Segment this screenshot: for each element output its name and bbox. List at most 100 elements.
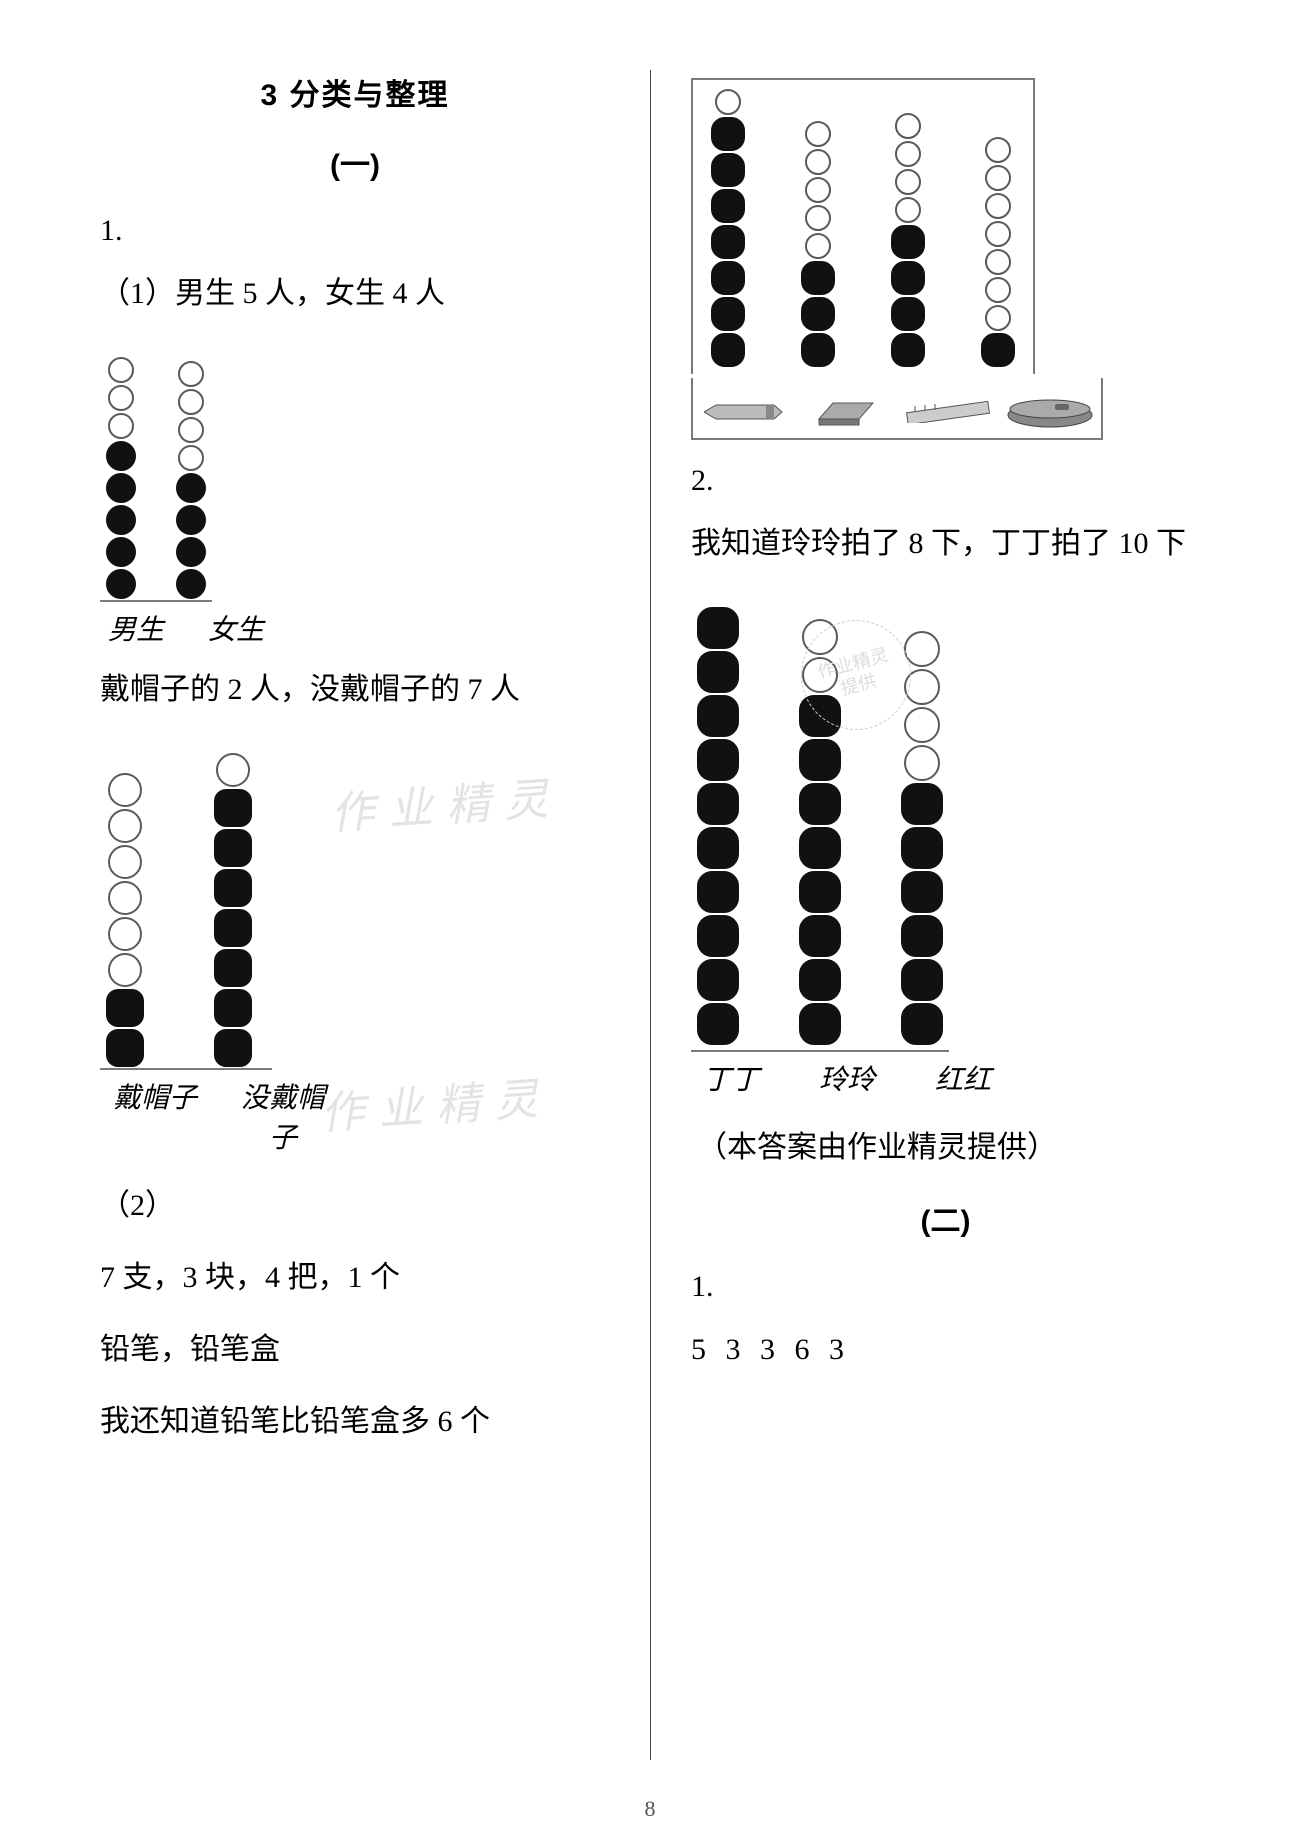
bead (108, 357, 134, 383)
bead (711, 333, 745, 367)
bead (715, 89, 741, 115)
bead (697, 1003, 739, 1045)
bead (711, 297, 745, 331)
bead (901, 827, 943, 869)
know-line: 我知道玲玲拍了 8 下，丁丁拍了 10 下 (691, 520, 1200, 568)
bead (216, 753, 250, 787)
bead (697, 783, 739, 825)
bead (108, 385, 134, 411)
bead (799, 959, 841, 1001)
bead (214, 909, 252, 947)
bead (178, 361, 204, 387)
bead (799, 739, 841, 781)
bead (106, 505, 136, 535)
bead (214, 829, 252, 867)
bead (904, 707, 940, 743)
section-title: 3 分类与整理 (100, 70, 610, 114)
bead (805, 177, 831, 203)
q1-number: 1. (100, 214, 610, 248)
bead (801, 261, 835, 295)
bead (214, 989, 252, 1027)
watermark: 作业精灵 (328, 762, 564, 842)
chart-label: 丁丁 (701, 1058, 761, 1098)
bead (176, 569, 206, 599)
bead (697, 607, 739, 649)
bead (106, 1029, 144, 1067)
q1-1-text: （1）男生 5 人，女生 4 人 (100, 270, 610, 318)
bead (697, 959, 739, 1001)
bead (901, 783, 943, 825)
q1-2-label: （2） (100, 1182, 610, 1230)
bead (106, 441, 136, 471)
bead (178, 417, 204, 443)
bead (981, 333, 1015, 367)
bead (106, 989, 144, 1027)
bead (801, 297, 835, 331)
q2-number: 2. (691, 464, 1200, 498)
bead (697, 915, 739, 957)
chart-supplies (691, 70, 1103, 440)
bead (901, 915, 943, 957)
bead (985, 249, 1011, 275)
bead (697, 827, 739, 869)
bead (108, 773, 142, 807)
bead (985, 193, 1011, 219)
chart-label: 没戴帽子 (228, 1076, 338, 1156)
ruler-icon (903, 390, 993, 434)
bead (108, 413, 134, 439)
bead (711, 153, 745, 187)
bead (799, 783, 841, 825)
bead (891, 333, 925, 367)
bead (895, 113, 921, 139)
bead (697, 739, 739, 781)
bead (108, 917, 142, 951)
bead (895, 169, 921, 195)
part-two-label: (二) (691, 1196, 1200, 1240)
bead (108, 845, 142, 879)
chart-label: 女生 (206, 608, 266, 648)
bead (985, 137, 1011, 163)
bead (801, 333, 835, 367)
chart-label: 红红 (933, 1058, 993, 1098)
pencilcase-icon (1005, 390, 1095, 434)
bead (214, 949, 252, 987)
bead (799, 1003, 841, 1045)
bead (901, 1003, 943, 1045)
bead (901, 871, 943, 913)
more-line: 我还知道铅笔比铅笔盒多 6 个 (100, 1398, 610, 1446)
chart-label: 男生 (106, 608, 166, 648)
part2-q1-number: 1. (691, 1270, 1200, 1304)
bead (985, 221, 1011, 247)
bead (176, 473, 206, 503)
bead (697, 651, 739, 693)
bead (178, 389, 204, 415)
bead (805, 205, 831, 231)
bead (711, 261, 745, 295)
hat-line: 戴帽子的 2 人，没戴帽子的 7 人 (100, 666, 610, 714)
part-one-label: (一) (100, 140, 610, 184)
bead (895, 197, 921, 223)
bead (214, 1029, 252, 1067)
bead (891, 225, 925, 259)
bead (805, 149, 831, 175)
chart-label: 戴帽子 (100, 1076, 210, 1156)
bead (178, 445, 204, 471)
bead (985, 277, 1011, 303)
counts-line: 7 支，3 块，4 把，1 个 (100, 1254, 610, 1302)
bead (108, 881, 142, 915)
part2-answers: 5 3 3 6 3 (691, 1326, 1200, 1374)
bead (176, 505, 206, 535)
bead (799, 827, 841, 869)
bead (901, 959, 943, 1001)
bead (697, 695, 739, 737)
credit-line: （本答案由作业精灵提供） (691, 1124, 1200, 1172)
bead (711, 117, 745, 151)
bead (799, 915, 841, 957)
chart-hat (100, 746, 272, 1070)
eraser-icon (801, 390, 891, 434)
bead (904, 745, 940, 781)
bead (985, 305, 1011, 331)
bead (106, 537, 136, 567)
bead (106, 569, 136, 599)
bead (214, 869, 252, 907)
